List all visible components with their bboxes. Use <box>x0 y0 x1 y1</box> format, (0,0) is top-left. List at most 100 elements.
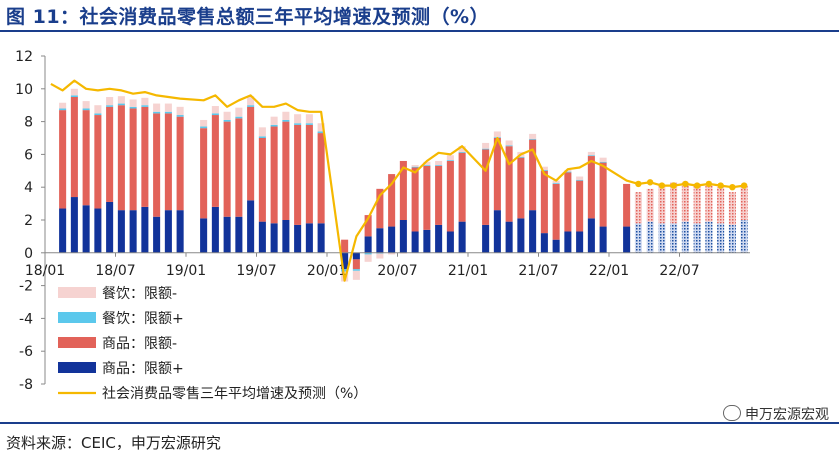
bar-goods-minus <box>258 138 266 222</box>
legend-label: 餐饮：限额- <box>102 286 177 302</box>
bar-food-plus <box>305 123 313 125</box>
bar-goods-plus <box>352 252 360 260</box>
bar-goods-plus <box>411 231 419 253</box>
bar-goods-minus <box>482 149 490 225</box>
bar-goods-plus <box>599 226 607 253</box>
bar-food-plus <box>446 160 454 161</box>
bar-goods-minus <box>164 113 172 211</box>
bar-goods-minus <box>117 105 125 211</box>
bar-goods-plus <box>247 200 255 253</box>
bar-goods-minus <box>717 187 725 224</box>
bar-goods-minus <box>247 106 255 201</box>
bar-food-minus <box>282 111 290 120</box>
bar-goods-minus <box>435 165 443 225</box>
bar-goods-plus <box>94 208 102 253</box>
x-tick-label: 22/01 <box>589 263 629 279</box>
bar-food-plus <box>200 126 208 129</box>
bar-food-minus <box>376 253 384 259</box>
bar-food-plus <box>587 155 595 157</box>
bar-goods-plus <box>153 216 161 253</box>
y-tick-label: 8 <box>24 115 33 131</box>
bar-food-plus <box>176 115 184 117</box>
forecast-point <box>682 180 689 188</box>
bar-goods-minus <box>705 183 713 222</box>
bar-goods-minus <box>317 133 325 224</box>
forecast-point <box>717 182 724 189</box>
y-tick-label: 10 <box>15 82 33 98</box>
y-tick-label: 4 <box>24 180 33 196</box>
bar-goods-plus <box>106 201 114 253</box>
bar-goods-minus <box>529 139 537 211</box>
bar-goods-plus <box>564 231 572 253</box>
bar-food-minus <box>129 99 137 107</box>
bar-food-plus <box>341 269 349 272</box>
bar-goods-minus <box>211 115 219 207</box>
bar-goods-plus <box>235 216 243 253</box>
bar-food-plus <box>141 105 149 107</box>
bar-goods-minus <box>423 165 431 230</box>
y-tick-label: 0 <box>24 246 33 262</box>
bar-goods-plus <box>141 206 149 253</box>
bar-goods-plus <box>341 252 349 270</box>
bar-goods-minus <box>94 115 102 209</box>
bar-goods-minus <box>70 97 78 198</box>
bar-goods-plus <box>458 221 466 253</box>
bar-goods-plus <box>376 228 384 253</box>
bar-goods-plus <box>270 223 278 253</box>
bar-goods-plus <box>70 197 78 253</box>
bar-food-plus <box>59 108 67 111</box>
bar-goods-minus <box>235 118 243 217</box>
bar-food-plus <box>482 148 490 150</box>
bar-goods-minus <box>129 108 137 211</box>
forecast-point <box>646 179 654 186</box>
bar-food-plus <box>117 103 125 106</box>
forecast-point <box>635 180 642 188</box>
bar-goods-plus <box>493 210 501 253</box>
bar-food-minus <box>70 88 78 96</box>
bar-goods-plus <box>223 216 231 253</box>
bar-food-plus <box>435 165 443 166</box>
bar-food-minus <box>117 96 125 104</box>
bar-goods-plus <box>634 223 642 253</box>
bar-food-minus <box>223 111 231 120</box>
legend-label: 社会消费品零售三年平均增速及预测（%） <box>102 386 367 402</box>
legend-label: 商品：限额- <box>102 336 177 352</box>
bar-goods-minus <box>681 182 689 222</box>
bar-goods-minus <box>82 110 90 206</box>
bar-food-minus <box>482 142 490 149</box>
bar-food-plus <box>70 95 78 97</box>
bar-goods-plus <box>658 223 666 253</box>
bar-food-minus <box>153 103 161 112</box>
bar-goods-minus <box>493 138 501 211</box>
legend-label: 餐饮：限额+ <box>102 311 184 327</box>
bar-food-minus <box>258 127 266 137</box>
bar-food-plus <box>106 105 114 107</box>
bar-goods-plus <box>482 224 490 253</box>
bar-food-minus <box>458 146 466 152</box>
bar-food-minus <box>176 106 184 116</box>
bar-food-plus <box>458 151 466 153</box>
bar-food-minus <box>505 140 513 146</box>
bar-food-minus <box>235 107 243 117</box>
y-tick-label: 6 <box>24 147 33 163</box>
bar-food-minus <box>540 166 548 170</box>
bar-food-plus <box>411 166 419 168</box>
bar-goods-plus <box>517 218 525 253</box>
legend-swatch <box>58 362 96 373</box>
bar-goods-minus <box>517 157 525 219</box>
bar-goods-plus <box>540 233 548 253</box>
bar-goods-minus <box>59 110 67 209</box>
bar-goods-plus <box>59 208 67 253</box>
bar-food-plus <box>529 138 537 140</box>
bar-food-minus <box>446 155 454 161</box>
bar-goods-plus <box>435 224 443 253</box>
bar-food-minus <box>576 176 584 180</box>
bar-food-plus <box>129 106 137 109</box>
x-tick-label: 18/07 <box>95 263 135 279</box>
bar-goods-plus <box>164 210 172 253</box>
bar-goods-plus <box>423 229 431 253</box>
bar-food-minus <box>247 96 255 106</box>
watermark-text: 申万宏源宏观 <box>745 407 829 423</box>
bar-goods-minus <box>646 188 654 222</box>
bar-food-minus <box>94 105 102 114</box>
